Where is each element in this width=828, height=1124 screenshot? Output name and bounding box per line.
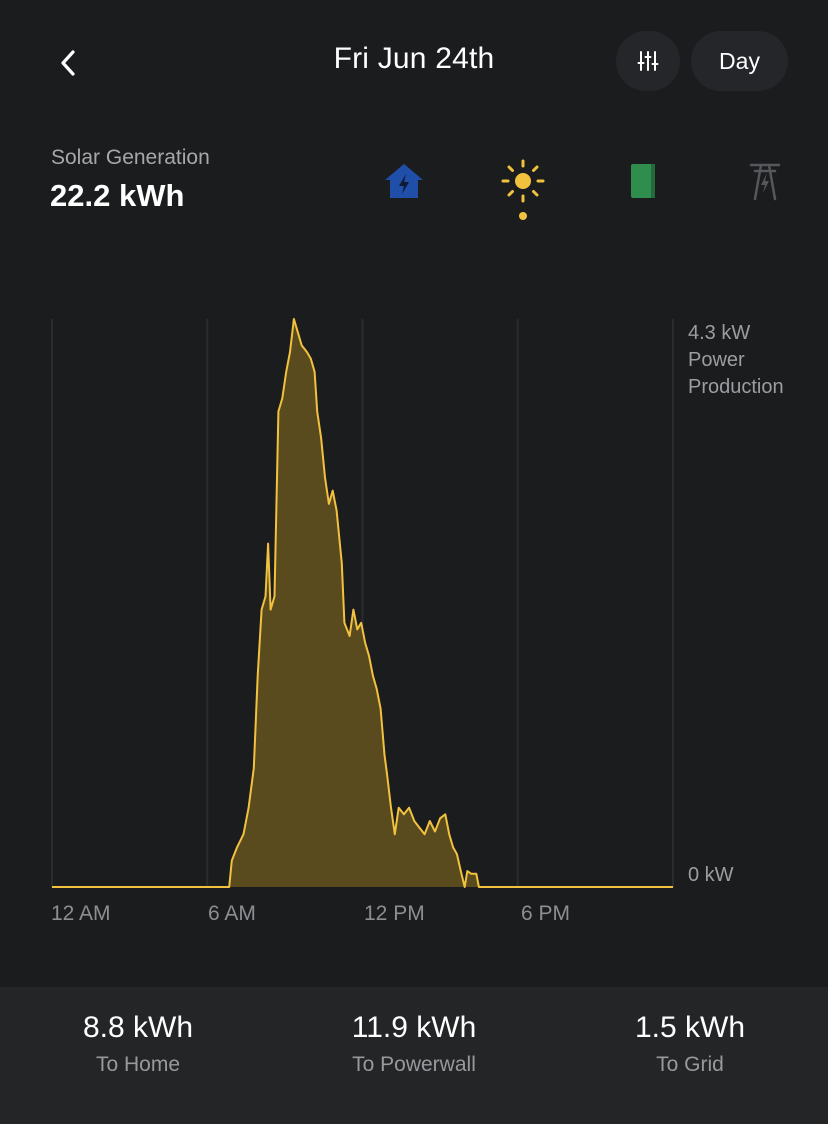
sliders-icon — [637, 51, 659, 71]
home-icon[interactable] — [381, 158, 427, 204]
stat-label: To Home — [95, 1053, 181, 1076]
stat-label: To Grid — [656, 1053, 724, 1076]
chevron-left-icon — [61, 50, 75, 76]
x-tick-label: 6 AM — [208, 902, 256, 925]
solar-generation-chart — [51, 318, 674, 888]
summary-value: 22.2 kWh — [50, 178, 185, 213]
x-tick-label: 12 PM — [364, 902, 425, 925]
y-axis-max-label: 4.3 kW — [688, 322, 751, 344]
y-axis-min-label: 0 kW — [688, 864, 734, 886]
energy-breakdown-footer: 8.8 kWh To Home 11.9 kWh To Powerwall 1.… — [0, 987, 828, 1124]
stat-to-grid: 1.5 kWh To Grid — [552, 1011, 828, 1077]
y-axis-title-line1: Power — [688, 349, 745, 371]
x-tick-label: 6 PM — [521, 902, 571, 925]
stat-value: 8.8 kWh — [82, 1011, 194, 1044]
grid-tower-icon[interactable] — [742, 158, 788, 204]
summary-label: Solar Generation — [51, 146, 210, 169]
stat-label: To Powerwall — [352, 1053, 476, 1076]
powerwall-icon[interactable] — [621, 158, 667, 204]
time-range-button[interactable]: Day — [691, 31, 788, 91]
stat-to-home: 8.8 kWh To Home — [0, 1011, 276, 1077]
stat-to-powerwall: 11.9 kWh To Powerwall — [276, 1011, 552, 1077]
sun-icon[interactable] — [500, 158, 546, 204]
generation-area — [52, 319, 673, 887]
stat-value: 1.5 kWh — [634, 1011, 746, 1044]
x-tick-label: 12 AM — [51, 902, 111, 925]
active-source-indicator — [519, 212, 527, 220]
y-axis-title-line2: Production — [688, 376, 784, 398]
back-button[interactable] — [40, 38, 96, 88]
generation-line — [52, 318, 673, 888]
filter-button[interactable] — [616, 31, 680, 91]
stat-value: 11.9 kWh — [351, 1011, 477, 1044]
